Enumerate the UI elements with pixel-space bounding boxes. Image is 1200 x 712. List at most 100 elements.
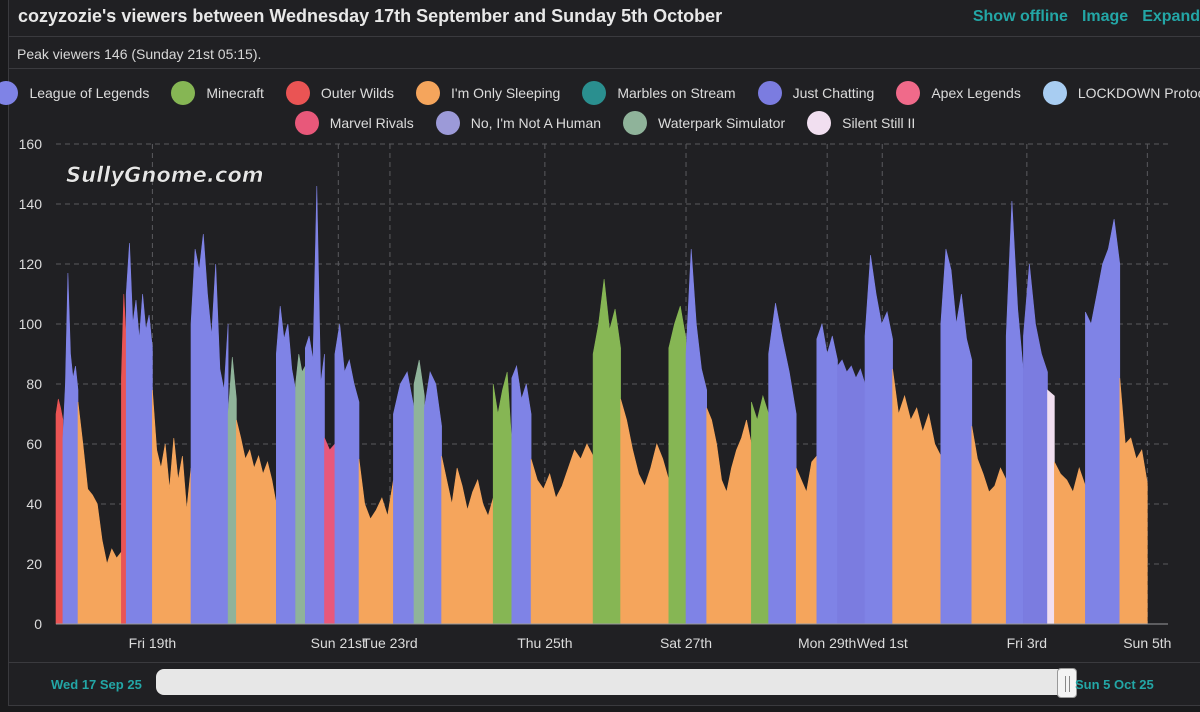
stream-area [530, 443, 594, 625]
legend-item[interactable]: I'm Only Sleeping [416, 81, 560, 105]
legend-swatch [171, 81, 196, 105]
peak-viewers-summary: Peak viewers 146 (Sunday 21st 05:15). [17, 46, 262, 62]
stream-area [892, 368, 942, 625]
stream-area [393, 371, 415, 625]
stream-area [334, 323, 360, 625]
legend-swatch [0, 81, 19, 105]
y-tick-label: 120 [19, 256, 43, 272]
legend-item[interactable]: Waterpark Simulator [623, 111, 785, 135]
legend-swatch [623, 111, 648, 135]
legend-label: Waterpark Simulator [658, 115, 786, 131]
y-tick-label: 80 [26, 376, 42, 392]
stream-area [1119, 377, 1148, 625]
stream-area [816, 323, 838, 625]
expand-link[interactable]: Expand [1142, 8, 1200, 25]
legend-label: LOCKDOWN Protocol [1077, 85, 1200, 101]
legend-swatch [582, 81, 607, 105]
stream-area [971, 425, 1007, 625]
x-tick-label: Sun 21st [311, 635, 366, 651]
stream-area [236, 419, 277, 625]
stream-area [77, 401, 122, 625]
legend-item[interactable]: Outer Wilds [285, 81, 395, 105]
legend-label: Silent Still II [842, 115, 916, 131]
y-tick-label: 140 [19, 196, 43, 212]
stream-area [940, 248, 973, 625]
stream-area [864, 254, 893, 625]
stream-area [1023, 263, 1048, 625]
legend-swatch [1042, 81, 1067, 105]
y-tick-label: 100 [19, 316, 43, 332]
y-tick-label: 60 [26, 436, 42, 452]
stream-area [592, 278, 621, 625]
legend-label: Minecraft [206, 85, 264, 101]
header-links: Show offline Image Expand [973, 8, 1200, 26]
watermark: SullyGnome.com [66, 163, 264, 187]
chart-header: cozyzozie's viewers between Wednesday 17… [9, 0, 1200, 37]
navigator-start-label: Wed 17 Sep 25 [51, 677, 142, 692]
x-tick-label: Wed 1st [857, 635, 908, 651]
x-tick-label: Sat 27th [660, 635, 712, 651]
stream-area [305, 185, 325, 625]
image-link[interactable]: Image [1081, 8, 1129, 25]
legend-item[interactable]: Apex Legends [896, 81, 1021, 105]
x-tick-label: Sun 5th [1123, 635, 1171, 651]
legend-label: Outer Wilds [320, 85, 395, 101]
legend-label: League of Legends [29, 85, 150, 101]
stream-area [620, 398, 670, 625]
legend-swatch [757, 81, 782, 105]
viewers-chart: 0 20 40 60 80 100 120 140 160 Fri 19th Sun 21stTue… [19, 136, 1172, 651]
stream-area [1047, 389, 1055, 625]
legend-swatch [435, 111, 460, 135]
legend-item[interactable]: Minecraft [171, 81, 264, 105]
stream-area [751, 394, 769, 625]
y-tick-label: 160 [19, 136, 43, 152]
legend-row: League of Legends Minecraft Outer Wilds I'm… [0, 78, 1200, 108]
legend-row: Marvel Rivals No, I'm Not A Human Waterpar… [20, 108, 1190, 138]
stream-area [413, 359, 425, 625]
legend-label: Apex Legends [931, 85, 1021, 101]
stream-area [685, 248, 707, 625]
stream-area [55, 398, 64, 625]
legend-item[interactable]: Just Chatting [757, 81, 874, 105]
x-tick-label: Mon 29th [798, 635, 856, 651]
stream-area [795, 455, 818, 625]
legend-item[interactable]: Silent Still II [807, 111, 915, 135]
y-tick-label: 0 [34, 616, 42, 632]
stream-area [276, 305, 296, 625]
legend-item[interactable]: League of Legends [0, 81, 149, 105]
stream-area [441, 455, 494, 625]
y-tick-label: 40 [26, 496, 42, 512]
legend-item[interactable]: Marvel Rivals [294, 111, 414, 135]
range-navigator: Wed 17 Sep 25 Sun 5 Oct 25 [9, 662, 1200, 707]
stream-area [125, 242, 153, 625]
stream-area [62, 272, 79, 625]
chart-legend: League of Legends Minecraft Outer Wilds I'm… [0, 78, 1200, 138]
legend-swatch [294, 111, 319, 135]
legend-label: Marvel Rivals [329, 115, 414, 131]
legend-item[interactable]: Marbles on Stream [582, 81, 736, 105]
legend-swatch [807, 111, 832, 135]
stream-area [768, 302, 797, 625]
stream-area [1054, 461, 1086, 625]
legend-swatch [285, 81, 310, 105]
stream-area [511, 364, 532, 625]
legend-swatch [416, 81, 441, 105]
stream-area [295, 353, 306, 625]
show-offline-link[interactable]: Show offline [972, 8, 1068, 25]
range-slider-track[interactable] [156, 669, 1068, 695]
legend-swatch [896, 81, 921, 105]
stream-area [358, 458, 394, 625]
navigator-end-label: Sun 5 Oct 25 [1075, 677, 1154, 692]
y-tick-label: 20 [26, 556, 42, 572]
stream-area [492, 371, 513, 625]
x-tick-label: Fri 3rd [1007, 635, 1047, 651]
legend-item[interactable]: No, I'm Not A Human [435, 111, 601, 135]
legend-item[interactable]: LOCKDOWN Protocol [1042, 81, 1200, 105]
range-slider-handle[interactable] [1057, 668, 1077, 698]
stream-area [837, 359, 866, 625]
stream-area [706, 407, 752, 625]
divider [9, 68, 1200, 69]
x-tick-label: Tue 23rd [362, 635, 418, 651]
stream-area [324, 437, 336, 625]
stream-area [1085, 218, 1121, 625]
